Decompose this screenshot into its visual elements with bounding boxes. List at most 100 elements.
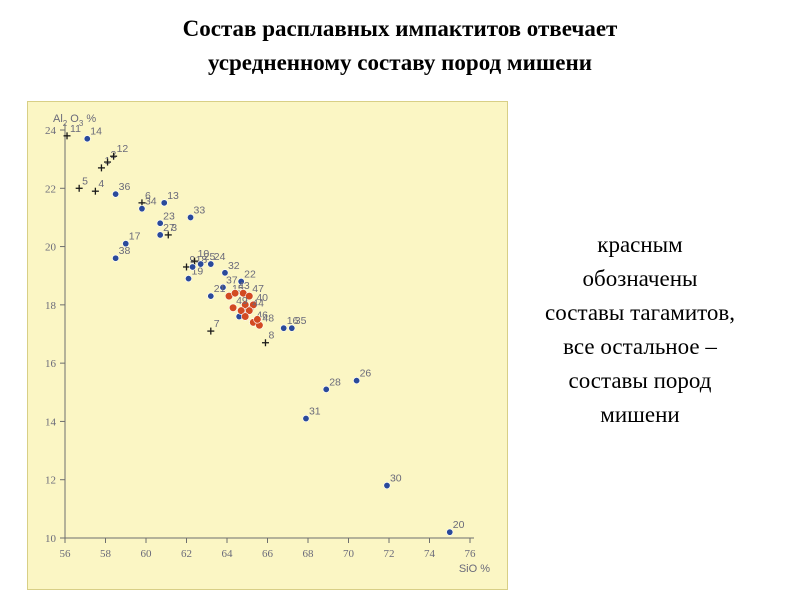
point-label: 25 [204, 251, 216, 263]
y-tick-label: 18 [45, 300, 57, 312]
target-rock-point [138, 205, 146, 213]
point-label: 21 [214, 283, 226, 295]
x-tick-label: 56 [60, 548, 72, 560]
tagamite-point [237, 306, 246, 315]
point-label: 33 [194, 204, 206, 216]
point-label: 48 [262, 312, 274, 324]
target-rock-point [83, 135, 91, 143]
cross-marker [75, 184, 83, 192]
target-rock-point [383, 482, 391, 490]
tagamite-point [241, 300, 250, 309]
point-label: 14 [90, 126, 102, 138]
point-label: 13 [167, 190, 179, 202]
point-label: 46 [256, 309, 268, 321]
cross-marker [63, 132, 71, 140]
point-label: 3 [171, 222, 177, 234]
target-rock-point [288, 324, 296, 332]
point-label: 38 [119, 245, 131, 257]
point-label: 4 [98, 178, 104, 190]
target-rock-point [446, 528, 454, 536]
cross-marker [97, 164, 105, 172]
cross-marker [191, 257, 199, 265]
y-tick-label: 12 [45, 475, 56, 487]
slide-title: Состав расплавных импактитов отвечает ус… [60, 12, 740, 80]
x-tick-label: 62 [181, 548, 192, 560]
target-rock-point [189, 263, 197, 271]
tagamite-point [228, 303, 238, 312]
x-tick-label: 74 [424, 548, 436, 560]
point-label: 11 [70, 123, 81, 135]
point-label: 9 [190, 254, 196, 266]
y-tick-label: 10 [45, 533, 57, 545]
legend-note: красным обозначены составы тагамитов, вс… [510, 228, 770, 432]
target-rock-point [160, 199, 168, 207]
tagamite-point [231, 289, 240, 298]
tagamite-point [245, 292, 254, 301]
note-line-4: все остальное – [563, 334, 717, 359]
point-label: 34 [145, 196, 157, 208]
note-line-3: составы тагамитов, [545, 300, 735, 325]
y-tick-label: 22 [45, 183, 56, 195]
y-axis-title: Al2 O3 % [53, 113, 96, 128]
target-rock-point [156, 231, 164, 239]
cross-marker [261, 339, 269, 347]
point-label: 7 [214, 318, 220, 330]
target-rock-point [207, 292, 215, 300]
cross-marker [91, 187, 99, 195]
point-label: 49 [236, 295, 248, 307]
target-rock-point [156, 219, 164, 227]
point-label: 6 [145, 190, 151, 202]
point-label: 32 [228, 260, 240, 272]
point-label: 30 [390, 473, 402, 485]
point-label: 27 [163, 222, 175, 234]
cross-marker [207, 327, 215, 335]
y-tick-label: 20 [45, 242, 57, 254]
note-line-2: обозначены [582, 266, 698, 291]
x-tick-label: 66 [262, 548, 274, 560]
point-label: 47 [252, 283, 264, 295]
point-label: 28 [329, 376, 341, 388]
point-label: 23 [163, 210, 175, 222]
scatter-chart: 56 58 60 62 64 66 68 70 72 74 761012141618202224Al… [45, 113, 490, 575]
note-line-5: составы пород [568, 368, 712, 393]
point-label: 31 [309, 406, 321, 418]
chart-panel: 56 58 60 62 64 66 68 70 72 74 76 10 12 14 16 18 20 22 24 Al… [27, 101, 508, 590]
point-label: 24 [214, 251, 226, 263]
target-rock-point [237, 278, 245, 286]
point-label: 12 [117, 143, 129, 155]
target-rock-point [122, 240, 130, 248]
cross-marker [104, 158, 112, 166]
target-rock-point [112, 190, 120, 198]
target-rock-point [353, 377, 361, 385]
point-label: 17 [129, 231, 141, 243]
cross-marker [164, 231, 172, 239]
point-label: 20 [453, 519, 465, 531]
point-label: 37 [226, 274, 238, 286]
point-label: 5 [82, 175, 88, 187]
point-label: 36 [119, 181, 131, 193]
x-axis-title: SiO % [459, 563, 490, 575]
target-rock-point [322, 385, 330, 393]
target-rock-point [185, 275, 193, 283]
point-label: 35 [295, 315, 307, 327]
point-label: 8 [268, 330, 274, 342]
x-tick-label: 58 [100, 548, 112, 560]
point-label: 44 [252, 298, 264, 310]
x-tick-label: 76 [465, 548, 477, 560]
point-label: 43 [238, 280, 250, 292]
slide-title-line-1: Состав расплавных импактитов отвечает [182, 16, 618, 41]
point-label: 10 [198, 248, 210, 260]
note-line-6: мишени [600, 402, 680, 427]
x-tick-label: 70 [343, 548, 355, 560]
target-rock-point [187, 213, 195, 221]
point-label: 19 [192, 266, 204, 278]
point-label: 22 [244, 269, 256, 281]
target-rock-point [280, 324, 288, 332]
x-tick-label: 72 [384, 548, 395, 560]
y-tick-label: 16 [45, 358, 57, 370]
target-rock-point [197, 260, 205, 268]
point-label: 40 [256, 292, 268, 304]
tagamite-point [253, 315, 262, 324]
point-label: 18 [196, 254, 208, 266]
cross-marker [183, 263, 190, 271]
